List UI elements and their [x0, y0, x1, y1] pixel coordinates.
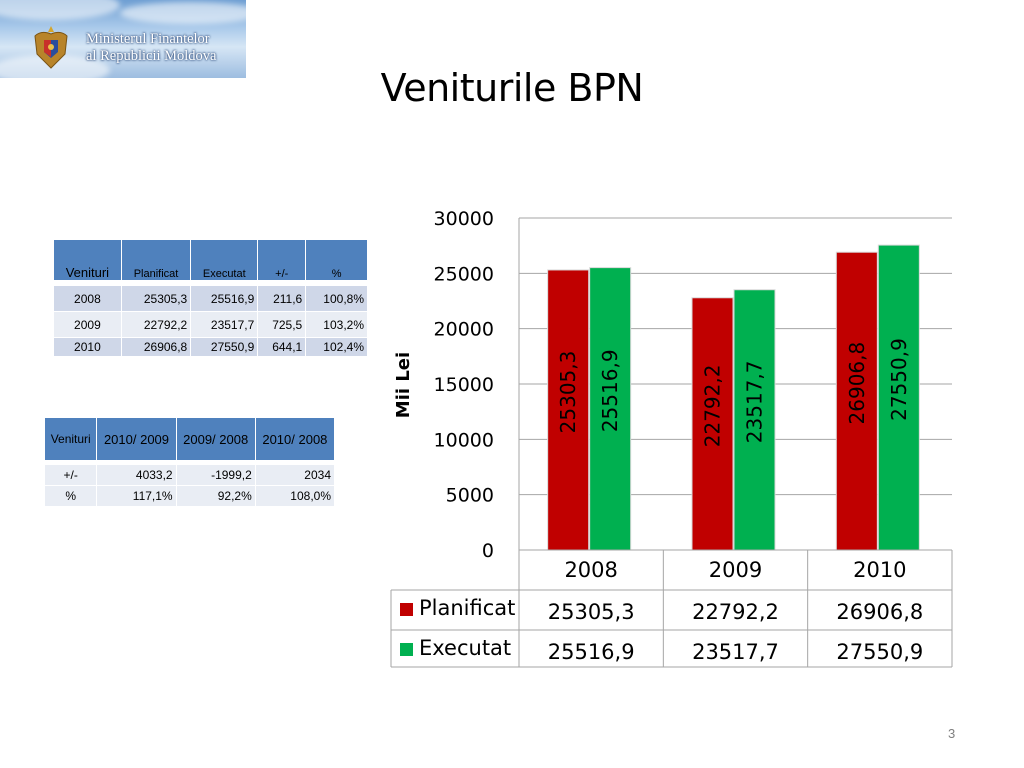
y-tick-label: 15000 — [434, 374, 494, 396]
data-label: 25516,9 — [598, 349, 622, 432]
table-cell: 2034 — [254, 464, 336, 486]
table-row: +/- 4033,2 -1999,2 2034 — [43, 464, 336, 486]
bar — [589, 267, 632, 551]
table-cell: 103,2% — [305, 311, 368, 338]
table-cell: 26906,8 — [120, 337, 192, 357]
table-value: 25516,9 — [548, 640, 635, 664]
table-cell: 2008 — [53, 285, 122, 312]
col-header-diff: +/- — [257, 239, 307, 281]
col-header-percent: % — [305, 239, 368, 281]
coat-of-arms-icon — [34, 26, 68, 69]
table-cell: 644,1 — [257, 337, 307, 357]
comparison-table: Venituri 2010/ 2009 2009/ 2008 2010/ 200… — [43, 417, 336, 507]
data-label: 25305,3 — [556, 351, 580, 434]
bar — [733, 289, 776, 551]
table-cell: 2009 — [53, 311, 122, 338]
x-tick-label: 2008 — [564, 558, 617, 582]
ministry-logo: Ministerul Finantelor al Republicii Mold… — [0, 0, 246, 78]
ministry-name: Ministerul Finantelor al Republicii Mold… — [86, 31, 246, 65]
table-header-row: Venituri Planificat Executat +/- % — [53, 239, 368, 281]
table-cell: 4033,2 — [96, 464, 177, 486]
table-cell: +/- — [43, 464, 98, 486]
data-label: 22792,2 — [701, 365, 725, 448]
ministry-name-line2: al Republicii Moldova — [86, 48, 217, 64]
table-value: 27550,9 — [836, 640, 923, 664]
col-header-2010-2009: 2010/ 2009 — [96, 417, 177, 461]
legend-label: Planificat — [419, 596, 515, 620]
table-cell: 117,1% — [96, 485, 177, 507]
col-header-2010-2008: 2010/ 2008 — [254, 417, 336, 461]
col-header-venituri: Venituri — [53, 239, 122, 281]
table-value: 22792,2 — [692, 600, 779, 624]
bar — [835, 251, 878, 551]
legend-swatch — [400, 603, 413, 616]
table-cell: 25305,3 — [120, 285, 192, 312]
revenue-table: Venituri Planificat Executat +/- % 2008 … — [53, 239, 368, 357]
bar — [877, 244, 920, 551]
table-cell: 25516,9 — [190, 285, 259, 312]
legend-swatch — [400, 643, 413, 656]
table-cell: 27550,9 — [190, 337, 259, 357]
table-cell: 92,2% — [175, 485, 256, 507]
col-header-2009-2008: 2009/ 2008 — [175, 417, 256, 461]
data-label: 27550,9 — [887, 338, 911, 421]
slide-title: Veniturile BPN — [380, 66, 644, 110]
data-label: 26906,8 — [845, 342, 869, 425]
table-row: 2008 25305,3 25516,9 211,6 100,8% — [53, 285, 368, 312]
y-axis-label: Mii Lei — [393, 352, 414, 418]
table-cell: 102,4% — [305, 337, 368, 357]
y-tick-label: 10000 — [434, 429, 494, 451]
table-cell: 2010 — [53, 337, 122, 357]
col-header-venituri: Venituri — [43, 417, 98, 461]
y-tick-label: 25000 — [434, 263, 494, 285]
table-cell: 100,8% — [305, 285, 368, 312]
table-header-row: Venituri 2010/ 2009 2009/ 2008 2010/ 200… — [43, 417, 336, 461]
y-tick-label: 20000 — [434, 319, 494, 341]
legend-label: Executat — [419, 636, 511, 660]
table-row: 2009 22792,2 23517,7 725,5 103,2% — [53, 311, 368, 338]
table-row: % 117,1% 92,2% 108,0% — [43, 485, 336, 507]
y-tick-label: 5000 — [446, 485, 494, 507]
x-tick-label: 2009 — [709, 558, 762, 582]
table-cell: 23517,7 — [190, 311, 259, 338]
table-cell: 211,6 — [257, 285, 307, 312]
revenue-chart: 0 5000 10000 15000 20000 25000 30000 Mii Lei 253… — [390, 208, 953, 668]
table-row: 2010 26906,8 27550,9 644,1 102,4% — [53, 337, 368, 357]
table-value: 25305,3 — [548, 600, 635, 624]
ministry-name-line1: Ministerul Finantelor — [86, 31, 210, 47]
table-value: 23517,7 — [692, 640, 779, 664]
table-cell: 725,5 — [257, 311, 307, 338]
table-value: 26906,8 — [836, 600, 923, 624]
bar — [547, 269, 590, 551]
table-cell: 108,0% — [254, 485, 336, 507]
table-cell: 22792,2 — [120, 311, 192, 338]
y-tick-label: 0 — [482, 540, 494, 562]
y-tick-label: 30000 — [434, 208, 494, 230]
x-tick-label: 2010 — [853, 558, 906, 582]
table-cell: % — [43, 485, 98, 507]
page-number: 3 — [948, 726, 956, 741]
table-cell: -1999,2 — [175, 464, 256, 486]
col-header-planificat: Planificat — [120, 239, 192, 281]
data-label: 23517,7 — [743, 361, 767, 444]
col-header-executat: Executat — [190, 239, 259, 281]
